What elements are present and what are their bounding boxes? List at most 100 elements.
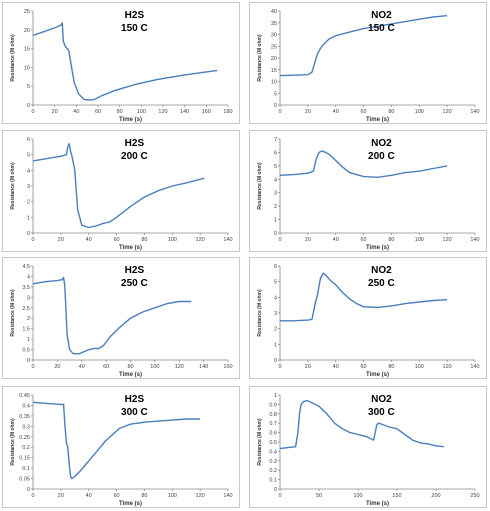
chart-subtitle: 300 C: [121, 407, 148, 418]
x-tick-label: 60: [361, 364, 367, 370]
x-tick-label: 120: [443, 237, 452, 243]
x-tick-label: 80: [141, 237, 147, 243]
y-tick-label: 0.1: [22, 466, 30, 472]
x-axis-label: Time (s): [366, 372, 389, 378]
x-axis-label: Time (s): [366, 117, 389, 123]
x-tick-label: 140: [199, 364, 208, 370]
x-tick-label: 140: [223, 493, 232, 499]
series-line: [280, 272, 448, 322]
y-axis-label: Resistance (M ohm): [257, 162, 263, 210]
chart-subtitle: 300 C: [368, 407, 395, 418]
series-line: [279, 150, 448, 178]
x-tick-label: 40: [333, 237, 339, 243]
chart-svg: 0 0.1 0.2 0.3 0.4 0.5 0.6 0.7 0.8 0.9 1 0 50 100 150 20…: [257, 393, 480, 507]
y-tick-label: 2: [27, 316, 30, 322]
chart-title: H2S: [125, 265, 145, 276]
chart-svg: 0 0.05 0.1 0.15 0.2 0.25 0.3 0.35 0.4 0.45 0 20 40 60…: [10, 393, 233, 507]
x-tick-label: 60: [95, 109, 101, 115]
y-tick-label: 2: [274, 327, 277, 333]
y-tick-label: 30: [271, 33, 277, 39]
y-axis-label: Resistance (M ohm): [10, 418, 16, 466]
y-tick-label: 5: [274, 91, 277, 97]
y-axis-label: Resistance (M ohm): [257, 34, 263, 82]
chart-title: H2S: [125, 394, 145, 405]
chart-title: H2S: [125, 10, 145, 21]
x-tick-label: 80: [388, 364, 394, 370]
x-tick-label: 60: [103, 364, 109, 370]
x-tick-label: 40: [333, 109, 339, 115]
x-tick-label: 40: [333, 364, 339, 370]
y-tick-label: 5: [27, 153, 30, 159]
x-tick-label: 120: [196, 237, 205, 243]
y-tick-label: 0: [274, 358, 277, 364]
y-tick-label: 0.2: [269, 468, 277, 474]
y-tick-label: 0.4: [269, 449, 277, 455]
y-tick-label: 0: [27, 103, 30, 109]
series-line: [32, 401, 201, 480]
x-tick-label: 120: [158, 109, 167, 115]
chart-title: NO2: [371, 10, 392, 21]
y-tick-label: 0: [27, 231, 30, 237]
x-tick-label: 160: [223, 364, 232, 370]
chart-title: NO2: [371, 138, 392, 149]
x-tick-label: 120: [443, 109, 452, 115]
x-axis-label: Time (s): [119, 372, 142, 378]
x-tick-label: 20: [58, 237, 64, 243]
y-tick-label: 5: [274, 280, 277, 286]
x-tick-label: 0: [31, 493, 34, 499]
y-tick-label: 6: [274, 150, 277, 156]
x-tick-label: 0: [278, 109, 281, 115]
x-tick-label: 20: [305, 237, 311, 243]
y-tick-label: 0.05: [19, 477, 30, 483]
y-tick-label: 1: [27, 337, 30, 343]
y-tick-label: 0.3: [22, 424, 30, 430]
x-tick-label: 100: [137, 109, 146, 115]
x-axis-label: Time (s): [119, 501, 142, 507]
y-tick-label: 0.5: [22, 348, 30, 354]
x-tick-label: 20: [58, 493, 64, 499]
chart-panel-no2-300: 0 0.1 0.2 0.3 0.4 0.5 0.6 0.7 0.8 0.9 1 0 50 100 150 20…: [249, 386, 487, 508]
x-tick-label: 200: [431, 493, 440, 499]
y-tick-label: 6: [274, 264, 277, 270]
chart-subtitle: 250 C: [121, 278, 148, 289]
y-axis-label: Resistance (M ohm): [257, 289, 263, 337]
x-tick-label: 20: [305, 364, 311, 370]
y-tick-label: 0.5: [269, 440, 277, 446]
y-tick-label: 3: [27, 184, 30, 190]
y-tick-label: 35: [271, 21, 277, 27]
series-line: [279, 399, 444, 450]
x-tick-label: 140: [470, 237, 479, 243]
x-tick-label: 120: [443, 364, 452, 370]
x-tick-label: 20: [305, 109, 311, 115]
y-tick-label: 1: [274, 393, 277, 399]
y-tick-label: 1.5: [22, 327, 30, 333]
y-tick-label: 0.35: [19, 414, 30, 420]
y-tick-label: 3.5: [22, 285, 30, 291]
y-tick-label: 0: [274, 487, 277, 493]
chart-subtitle: 200 C: [368, 151, 395, 162]
y-tick-label: 25: [24, 9, 30, 15]
y-tick-label: 1: [274, 342, 277, 348]
y-tick-label: 0.45: [19, 393, 30, 399]
chart-svg: 0 1 2 3 4 5 6 7 0 20 40 60 80 100 120 140 Time (s) Resist…: [257, 137, 480, 251]
x-tick-label: 80: [117, 109, 123, 115]
y-tick-label: 6: [27, 137, 30, 143]
x-tick-label: 140: [470, 109, 479, 115]
y-tick-label: 4: [27, 168, 30, 174]
x-axis-label: Time (s): [119, 245, 142, 251]
x-tick-label: 0: [31, 364, 34, 370]
x-tick-label: 120: [196, 493, 205, 499]
y-tick-label: 10: [271, 80, 277, 86]
chart-subtitle: 150 C: [368, 23, 395, 34]
y-tick-label: 40: [271, 9, 277, 15]
y-tick-label: 10: [24, 65, 30, 71]
y-tick-label: 4: [274, 295, 277, 301]
chart-panel-h2s-300: 0 0.05 0.1 0.15 0.2 0.25 0.3 0.35 0.4 0.45 0 20 40 60…: [2, 386, 240, 508]
chart-title: H2S: [125, 138, 145, 149]
chart-panel-no2-250: 0 1 2 3 4 5 6 0 20 40 60 80 100 120 140 Time (s) Resista…: [249, 257, 487, 379]
x-tick-label: 20: [54, 364, 60, 370]
x-tick-label: 140: [180, 109, 189, 115]
x-tick-label: 0: [278, 237, 281, 243]
chart-panel-h2s-250: 0 0.5 1 1.5 2 2.5 3 3.5 4 4.5 0 20 40 60 80 100 120 140 16…: [2, 257, 240, 379]
y-tick-label: 0.4: [22, 403, 30, 409]
